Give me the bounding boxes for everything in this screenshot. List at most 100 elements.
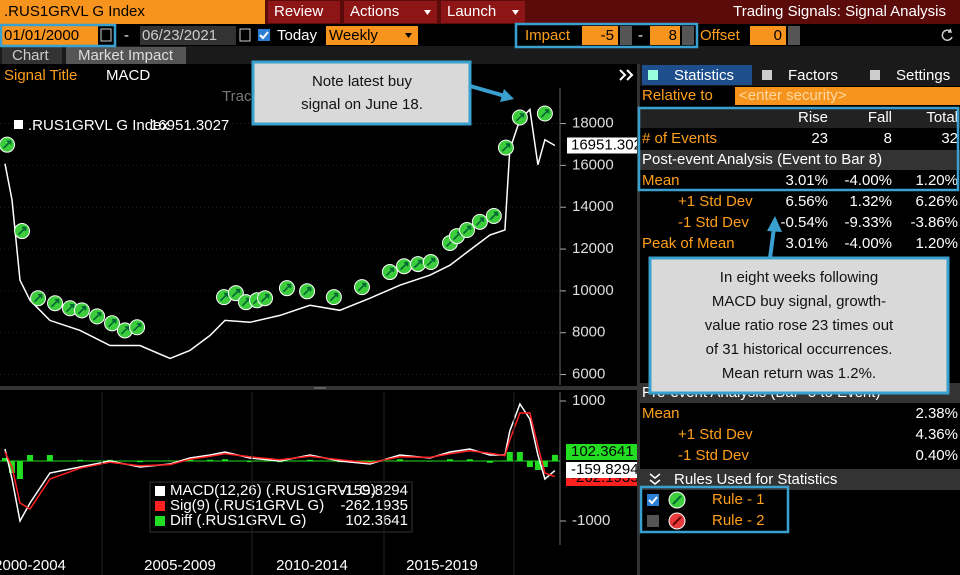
diff-bar [46, 455, 53, 461]
diff-bar [486, 461, 493, 463]
cell: 1.20% [915, 172, 958, 189]
row-label: -1 Std Dev [678, 447, 749, 464]
track-button[interactable]: Track [222, 88, 259, 105]
impact-to-field[interactable] [650, 26, 680, 45]
stepper[interactable] [682, 26, 694, 45]
diff-bar [396, 459, 403, 461]
callout-box [251, 60, 472, 126]
relative-field[interactable] [735, 87, 960, 105]
signal-icon [77, 306, 87, 315]
legend-value: 16951.3027 [150, 117, 229, 134]
y-tick-label: 14000 [572, 198, 614, 215]
diff-bar [2, 458, 8, 461]
offset-label: Offset [700, 27, 741, 44]
stepper[interactable] [788, 26, 800, 45]
calendar-icon[interactable] [100, 28, 112, 42]
callout-text: In eight weeks following [720, 269, 878, 286]
cell: 6.56% [785, 193, 828, 210]
diff-bar [247, 461, 254, 463]
menu-label: Launch [447, 3, 496, 20]
column-header: Total [926, 109, 958, 126]
diff-bar [534, 461, 541, 470]
impact-from-field[interactable] [582, 26, 618, 45]
stepper[interactable] [620, 26, 632, 45]
section-title: Rules Used for Statistics [674, 471, 837, 488]
signal-icon [302, 286, 312, 296]
end-date-field[interactable] [140, 26, 236, 45]
x-tick-label: 2010-2014 [276, 557, 348, 574]
signal-icon [17, 226, 27, 236]
cell: 32 [941, 130, 958, 147]
x-tick-label: 2000-2004 [0, 557, 66, 574]
relative-placeholder: <enter security> [739, 87, 847, 104]
cell: 4.36% [915, 426, 958, 443]
tab-label: Settings [896, 67, 950, 84]
rule-icon-glyph [672, 516, 682, 526]
last-value: 102.3641 [571, 443, 634, 460]
rule-icon-glyph [672, 495, 682, 505]
active-tab[interactable] [642, 65, 752, 85]
start-date: 01/01/2000 [4, 27, 79, 44]
panel-separator [637, 64, 640, 575]
impact-from: -5 [601, 27, 614, 44]
signal-icon [65, 303, 75, 313]
security: .RUS1GRVL G Index [4, 3, 145, 20]
tab[interactable] [2, 47, 62, 64]
signal-icon [231, 288, 241, 298]
signal-icon [93, 312, 102, 321]
y-tick-label: 12000 [572, 240, 614, 257]
legend-value: -159.8294 [340, 482, 408, 499]
diff-bar [506, 452, 513, 461]
signal-icon [107, 318, 117, 328]
cell: 3.01% [785, 172, 828, 189]
menu-button[interactable] [441, 1, 525, 23]
cell: 8 [884, 130, 892, 147]
frequency-field[interactable] [326, 26, 418, 45]
signal-title-label: Signal Title [4, 67, 77, 84]
menu-label: Actions [350, 3, 399, 20]
price-line [4, 107, 556, 360]
rule-checkbox[interactable] [647, 494, 659, 506]
tab[interactable] [66, 47, 186, 64]
tab[interactable] [756, 65, 862, 85]
legend-swatch [14, 120, 23, 129]
diff-bar [306, 459, 313, 461]
callout-text: Mean return was 1.2%. [722, 365, 876, 382]
signal-icon [426, 257, 436, 267]
signal-icon [260, 293, 270, 303]
signal-icon [133, 322, 142, 332]
offset-field[interactable] [750, 26, 786, 45]
check-mark [648, 496, 658, 505]
section-header[interactable] [640, 469, 960, 490]
highlight-box [0, 23, 117, 48]
diff-bar [366, 461, 373, 463]
signal-icon [120, 326, 130, 335]
highlight-box [514, 22, 699, 49]
relative-label: Relative to [642, 87, 713, 104]
menu-button[interactable] [268, 1, 340, 23]
highlight-box [637, 106, 960, 192]
collapse-icon[interactable] [619, 69, 634, 81]
frequency: Weekly [329, 27, 378, 44]
today-checkbox[interactable] [258, 29, 270, 41]
security-field[interactable] [0, 0, 265, 24]
legend-swatch [155, 486, 165, 496]
y-tick-label: 8000 [572, 324, 605, 341]
date-dash: - [124, 27, 129, 44]
refresh-icon[interactable] [941, 28, 953, 41]
row-label: Mean [642, 405, 680, 422]
cell: -4.00% [844, 235, 892, 252]
signal-icon [515, 113, 525, 122]
dropdown-arrow [424, 10, 431, 15]
menu-button[interactable] [344, 1, 437, 23]
diff-bar [186, 459, 193, 461]
tab-icon [870, 70, 880, 80]
callout-arrow [469, 84, 506, 98]
rule-checkbox[interactable] [647, 515, 659, 527]
calendar-icon[interactable] [239, 28, 251, 42]
section-header [640, 150, 960, 170]
signal-icon [489, 211, 499, 221]
tab[interactable] [864, 65, 960, 85]
start-date-field[interactable] [2, 26, 98, 45]
